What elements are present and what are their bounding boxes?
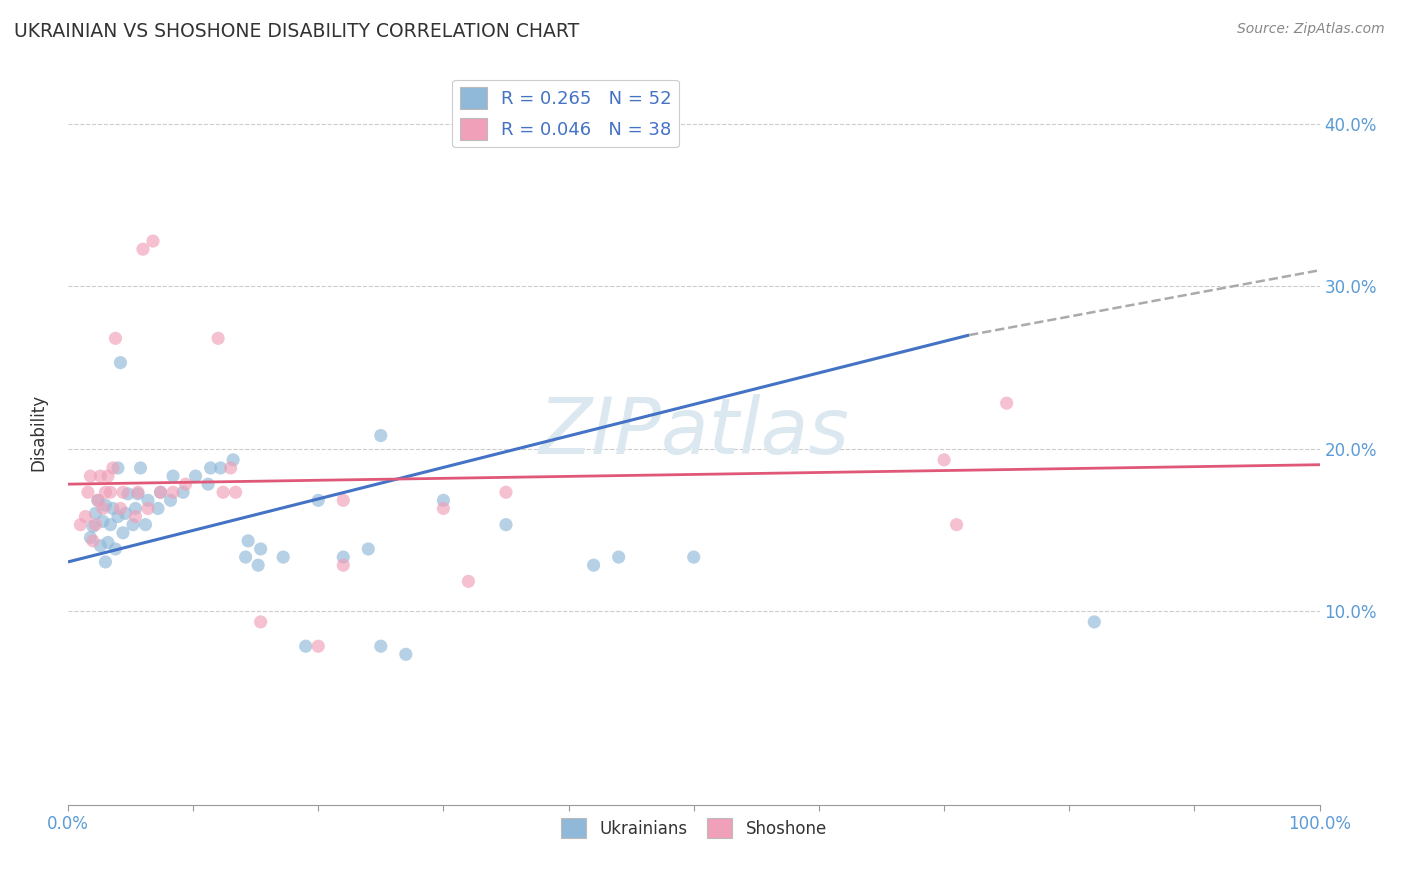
Point	[162, 469, 184, 483]
Point	[91, 515, 114, 529]
Point	[582, 558, 605, 573]
Point	[184, 469, 207, 483]
Point	[107, 461, 129, 475]
Point	[332, 558, 354, 573]
Point	[79, 531, 101, 545]
Point	[932, 453, 955, 467]
Point	[75, 509, 97, 524]
Point	[249, 541, 271, 556]
Point	[82, 519, 104, 533]
Y-axis label: Disability: Disability	[30, 393, 46, 471]
Point	[357, 541, 380, 556]
Point	[682, 550, 704, 565]
Point	[172, 485, 194, 500]
Point	[235, 550, 257, 565]
Point	[101, 501, 124, 516]
Point	[370, 428, 392, 442]
Point	[225, 485, 247, 500]
Point	[247, 558, 270, 573]
Point	[97, 469, 120, 483]
Point	[117, 487, 139, 501]
Point	[111, 485, 134, 500]
Point	[89, 469, 111, 483]
Point	[127, 485, 149, 500]
Point	[87, 493, 110, 508]
Point	[142, 234, 165, 248]
Point	[307, 639, 329, 653]
Point	[82, 533, 104, 548]
Point	[134, 517, 156, 532]
Point	[457, 574, 479, 589]
Point	[271, 550, 294, 565]
Point	[294, 639, 316, 653]
Point	[332, 550, 354, 565]
Point	[495, 517, 517, 532]
Point	[149, 485, 172, 500]
Point	[307, 493, 329, 508]
Point	[236, 533, 259, 548]
Point	[104, 541, 127, 556]
Point	[111, 525, 134, 540]
Point	[122, 517, 145, 532]
Point	[162, 485, 184, 500]
Point	[110, 501, 132, 516]
Point	[124, 501, 146, 516]
Point	[432, 493, 454, 508]
Text: UKRAINIAN VS SHOSHONE DISABILITY CORRELATION CHART: UKRAINIAN VS SHOSHONE DISABILITY CORRELA…	[14, 22, 579, 41]
Point	[127, 487, 149, 501]
Point	[104, 331, 127, 345]
Point	[97, 535, 120, 549]
Point	[87, 493, 110, 508]
Point	[995, 396, 1018, 410]
Point	[84, 517, 107, 532]
Point	[89, 539, 111, 553]
Point	[200, 461, 222, 475]
Point	[607, 550, 630, 565]
Point	[100, 517, 122, 532]
Point	[222, 453, 245, 467]
Text: Source: ZipAtlas.com: Source: ZipAtlas.com	[1237, 22, 1385, 37]
Point	[79, 469, 101, 483]
Point	[332, 493, 354, 508]
Point	[395, 648, 418, 662]
Point	[209, 461, 232, 475]
Point	[495, 485, 517, 500]
Point	[136, 493, 159, 508]
Point	[197, 477, 219, 491]
Point	[207, 331, 229, 345]
Point	[94, 485, 117, 500]
Point	[114, 506, 136, 520]
Point	[146, 501, 169, 516]
Point	[432, 501, 454, 516]
Point	[945, 517, 967, 532]
Point	[129, 461, 152, 475]
Point	[249, 615, 271, 629]
Point	[77, 485, 100, 500]
Point	[212, 485, 235, 500]
Point	[100, 485, 122, 500]
Point	[110, 356, 132, 370]
Point	[174, 477, 197, 491]
Point	[1083, 615, 1105, 629]
Text: ZIPatlas: ZIPatlas	[538, 394, 849, 470]
Point	[219, 461, 242, 475]
Point	[69, 517, 91, 532]
Point	[84, 506, 107, 520]
Point	[370, 639, 392, 653]
Point	[94, 498, 117, 512]
Point	[149, 485, 172, 500]
Point	[159, 493, 181, 508]
Point	[136, 501, 159, 516]
Point	[94, 555, 117, 569]
Point	[124, 509, 146, 524]
Legend: Ukrainians, Shoshone: Ukrainians, Shoshone	[554, 812, 834, 845]
Point	[101, 461, 124, 475]
Point	[107, 509, 129, 524]
Point	[91, 501, 114, 516]
Point	[132, 242, 155, 256]
